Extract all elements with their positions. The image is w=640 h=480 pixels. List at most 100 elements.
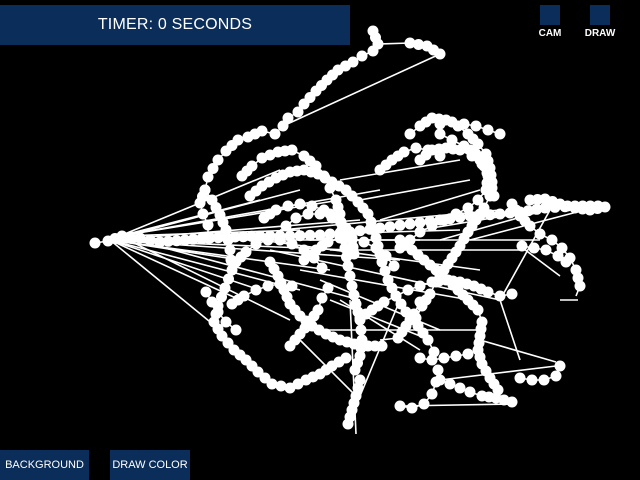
stroke-dot bbox=[426, 354, 438, 366]
stroke-dot bbox=[262, 234, 274, 246]
stroke-dot bbox=[292, 106, 304, 118]
stroke-dot bbox=[237, 231, 249, 243]
stroke-dot bbox=[250, 284, 262, 296]
stroke-dot bbox=[488, 190, 500, 202]
stroke-dot bbox=[438, 352, 450, 364]
timer-display: TIMER: 0 SECONDS bbox=[0, 5, 350, 45]
stroke-dot bbox=[207, 163, 219, 174]
draw-color-button[interactable]: DRAW COLOR bbox=[110, 450, 190, 480]
stroke-dot bbox=[116, 230, 128, 242]
stroke-dot bbox=[560, 256, 572, 268]
stroke-dot bbox=[286, 280, 298, 292]
stroke-dot bbox=[394, 400, 406, 412]
stroke-dot bbox=[370, 242, 382, 254]
stroke-dot bbox=[280, 220, 292, 232]
stroke-dot bbox=[470, 120, 482, 132]
stroke-dot bbox=[422, 144, 434, 156]
stroke-dot bbox=[354, 225, 366, 237]
stroke-dot bbox=[349, 364, 361, 376]
stroke-dot bbox=[322, 282, 334, 294]
stroke-dot bbox=[414, 217, 426, 229]
stroke-dot bbox=[275, 380, 287, 392]
stroke-dot bbox=[402, 284, 414, 296]
stroke-dot bbox=[339, 242, 351, 254]
stroke-dot bbox=[220, 145, 232, 157]
stroke-dot bbox=[312, 304, 324, 316]
stroke-dot bbox=[414, 226, 426, 238]
stroke-dot bbox=[294, 198, 306, 210]
web-line bbox=[109, 239, 241, 301]
stroke-dot bbox=[302, 208, 314, 220]
stroke-dot bbox=[187, 233, 199, 245]
stroke-dot bbox=[426, 388, 438, 400]
stroke-dot bbox=[552, 250, 564, 262]
stroke-dot bbox=[144, 234, 156, 246]
web-line bbox=[339, 159, 461, 181]
stroke-dot bbox=[446, 116, 458, 128]
stroke-dot bbox=[450, 208, 462, 220]
stroke-dot bbox=[199, 184, 211, 196]
stroke-dot bbox=[376, 340, 388, 352]
stroke-dot bbox=[394, 219, 406, 231]
stroke-dot bbox=[340, 222, 352, 234]
stroke-dot bbox=[390, 290, 402, 302]
stroke-dot bbox=[528, 242, 540, 254]
stroke-dot bbox=[220, 316, 232, 328]
stroke-dot bbox=[290, 212, 302, 224]
stroke-dot bbox=[538, 374, 550, 386]
stroke-dot bbox=[434, 128, 446, 140]
stroke-dot bbox=[574, 280, 586, 292]
stroke-dot bbox=[204, 232, 216, 244]
stroke-dot bbox=[340, 352, 352, 364]
stroke-dot bbox=[408, 308, 420, 320]
stroke-dot bbox=[223, 273, 234, 285]
draw-button[interactable]: DRAW bbox=[582, 5, 618, 39]
stroke-dot bbox=[179, 234, 191, 246]
stroke-dot bbox=[355, 324, 367, 336]
stroke-dot bbox=[202, 171, 214, 183]
stroke-dot bbox=[89, 237, 101, 249]
stroke-dot bbox=[404, 218, 416, 230]
background-button[interactable]: BACKGROUND bbox=[0, 450, 89, 480]
stroke-dot bbox=[524, 220, 536, 232]
stroke-dot bbox=[194, 197, 206, 209]
stroke-dot bbox=[274, 278, 286, 290]
stroke-dot bbox=[322, 236, 334, 248]
stroke-dot bbox=[334, 232, 346, 244]
cam-button[interactable]: CAM bbox=[532, 5, 568, 39]
stroke-dot bbox=[454, 382, 466, 394]
stroke-dot bbox=[494, 290, 506, 302]
stroke-dot bbox=[384, 221, 396, 233]
web-line bbox=[439, 365, 557, 381]
stroke-dot bbox=[240, 246, 252, 258]
stroke-dot bbox=[414, 280, 426, 292]
stroke-dot bbox=[282, 200, 294, 212]
stroke-dot bbox=[410, 142, 422, 154]
stroke-dot bbox=[316, 262, 328, 274]
stroke-dot bbox=[344, 270, 356, 282]
web-line bbox=[109, 239, 261, 291]
cam-label: CAM bbox=[538, 28, 562, 39]
stroke-dot bbox=[162, 235, 174, 247]
stroke-dot bbox=[134, 232, 146, 244]
stroke-dot bbox=[434, 48, 446, 60]
stroke-dot bbox=[494, 128, 506, 140]
stroke-dot bbox=[434, 374, 446, 386]
stroke-dot bbox=[348, 289, 360, 301]
stroke-dot bbox=[212, 232, 224, 244]
stroke-dot bbox=[358, 236, 370, 248]
stroke-dot bbox=[458, 118, 470, 130]
stroke-dot bbox=[212, 154, 224, 166]
stroke-dot bbox=[422, 334, 434, 346]
stroke-dot bbox=[274, 234, 286, 246]
stroke-dot bbox=[216, 291, 227, 303]
timer-label: TIMER: 0 SECONDS bbox=[97, 16, 253, 33]
stroke-dot bbox=[202, 219, 214, 231]
stroke-dot bbox=[356, 50, 368, 62]
stroke-dot bbox=[346, 232, 358, 244]
stroke-dot bbox=[242, 131, 254, 143]
stroke-dot bbox=[266, 378, 278, 390]
stroke-dot bbox=[298, 98, 310, 110]
stroke-dot bbox=[200, 286, 212, 298]
